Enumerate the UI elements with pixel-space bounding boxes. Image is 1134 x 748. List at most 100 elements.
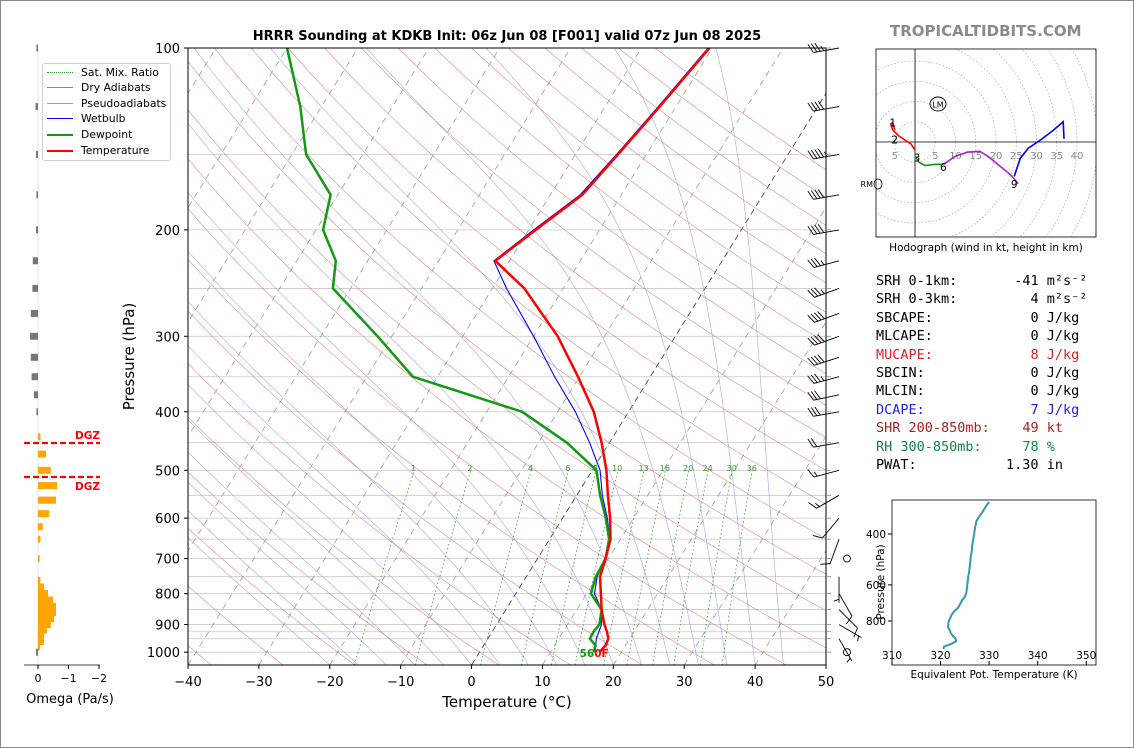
omega-bar [38,632,44,640]
barb-full [807,150,814,160]
omega-bar [35,103,38,111]
x-tick-label: 30 [676,675,693,690]
barb-staff [814,356,840,366]
y-axis-label: Pressure (hPa) [120,303,138,411]
barb-full [813,312,822,321]
barb-half [813,471,818,477]
stat-unit: J/kg [1046,401,1080,418]
omega-bar [38,535,41,543]
pseudoadiabat [188,537,331,665]
wind-barb [820,539,840,565]
y-tick-label: 1000 [147,646,180,661]
barb-full [814,355,822,364]
theta-e-y-tick-label: 600 [866,580,886,592]
legend-item: Dry Adiabats [47,80,151,95]
pseudoadiabat [188,250,557,665]
barb-rotated [838,638,853,663]
hodo-ring-label: 40 [1071,151,1084,162]
barb-full [808,502,817,509]
barb-full [817,334,825,342]
barb-full [810,438,818,447]
barb-full [814,42,821,52]
isotherm-line [542,206,826,665]
pseudoadiabat [188,384,472,665]
isotherm-line [825,664,826,665]
barb-rotated [807,311,840,323]
wind-barb [843,554,851,563]
dry-adiabat [188,158,826,649]
stat-unit: in [1046,457,1063,474]
barb-staff [838,609,858,629]
omega-bar [38,621,51,629]
hodo-ring-label: 35 [1050,151,1063,162]
brand-watermark: TROPICALTIDBITS.COM [890,22,1082,40]
barb-rotated [807,287,840,298]
barb-rotated [820,539,840,565]
rm-marker [873,178,883,190]
mixing-ratio-label: 13 [638,464,648,473]
hodograph-caption: Hodograph (wind in kt, height in km) [889,242,1083,254]
stat-row: PWAT: 1.30 in [876,456,1087,474]
x-tick-label: 50 [818,675,835,690]
mixing-ratio-label: 30 [727,464,737,473]
wind-barb [838,593,853,625]
legend-item: Wetbulb [47,111,125,126]
barb-full [817,100,825,110]
barb-full [817,311,825,320]
dry-adiabat [188,60,826,575]
barb-rotated [807,257,840,268]
barb-staff [813,106,840,112]
barb-full [814,406,821,416]
barb-staff [813,260,840,268]
barb-rotated [807,438,840,448]
omega-bar [30,309,38,317]
pseudoadiabat [188,301,529,665]
barb-full [807,225,814,235]
y-tick-label: 400 [155,406,180,421]
dry-adiabat [188,416,499,665]
y-tick-label: 500 [155,464,180,479]
stat-row: SRH 0-1km: -41 m²s⁻² [876,272,1087,290]
barb-full [810,190,818,199]
wind-barb [807,42,840,53]
barb-staff [838,624,862,638]
stats-panel: SRH 0-1km: -41 m²s⁻² SRH 0-3km: 4 m²s⁻² SB… [876,272,1087,474]
stat-value: 0 [1030,309,1039,326]
mixing-ratio-label: 24 [703,464,713,473]
x-tick-label: −10 [387,675,414,690]
stat-label: DCAPE: [876,401,925,418]
barb-rotated [807,189,840,200]
barb-full [817,189,825,198]
mixing-ratio-line [626,470,666,665]
wind-barb [807,100,840,112]
wind-barb [807,334,840,346]
barb-half [820,260,825,266]
barb-staff [813,47,840,53]
surface-temperature-value: 0F [594,648,608,660]
wind-barb [807,438,840,448]
barb-full [810,356,818,365]
barb-half [833,598,840,602]
barb-full [807,375,815,384]
barb-full [807,337,815,346]
legend-item: Temperature [47,143,149,158]
x-tick-label: 40 [747,675,764,690]
hodo-ring-label: 30 [1030,151,1043,162]
dry-adiabat [188,208,787,665]
omega-bar [38,590,48,598]
hodo-ring-label: 20 [990,151,1003,162]
pseudoadiabat [485,48,728,665]
stat-row: DCAPE: 7 J/kg [876,401,1087,419]
omega-bar [38,523,43,531]
omega-bar [32,284,38,292]
mixing-ratio-label: 36 [747,464,757,473]
barb-full [807,44,814,53]
barb-half [820,376,825,381]
legend-item: Sat. Mix. Ratio [47,65,159,80]
pseudoadiabat [188,345,501,665]
barb-half [815,502,820,507]
stat-label: MUCAPE: [876,346,933,363]
theta-e-x-tick-label: 350 [1076,650,1096,662]
